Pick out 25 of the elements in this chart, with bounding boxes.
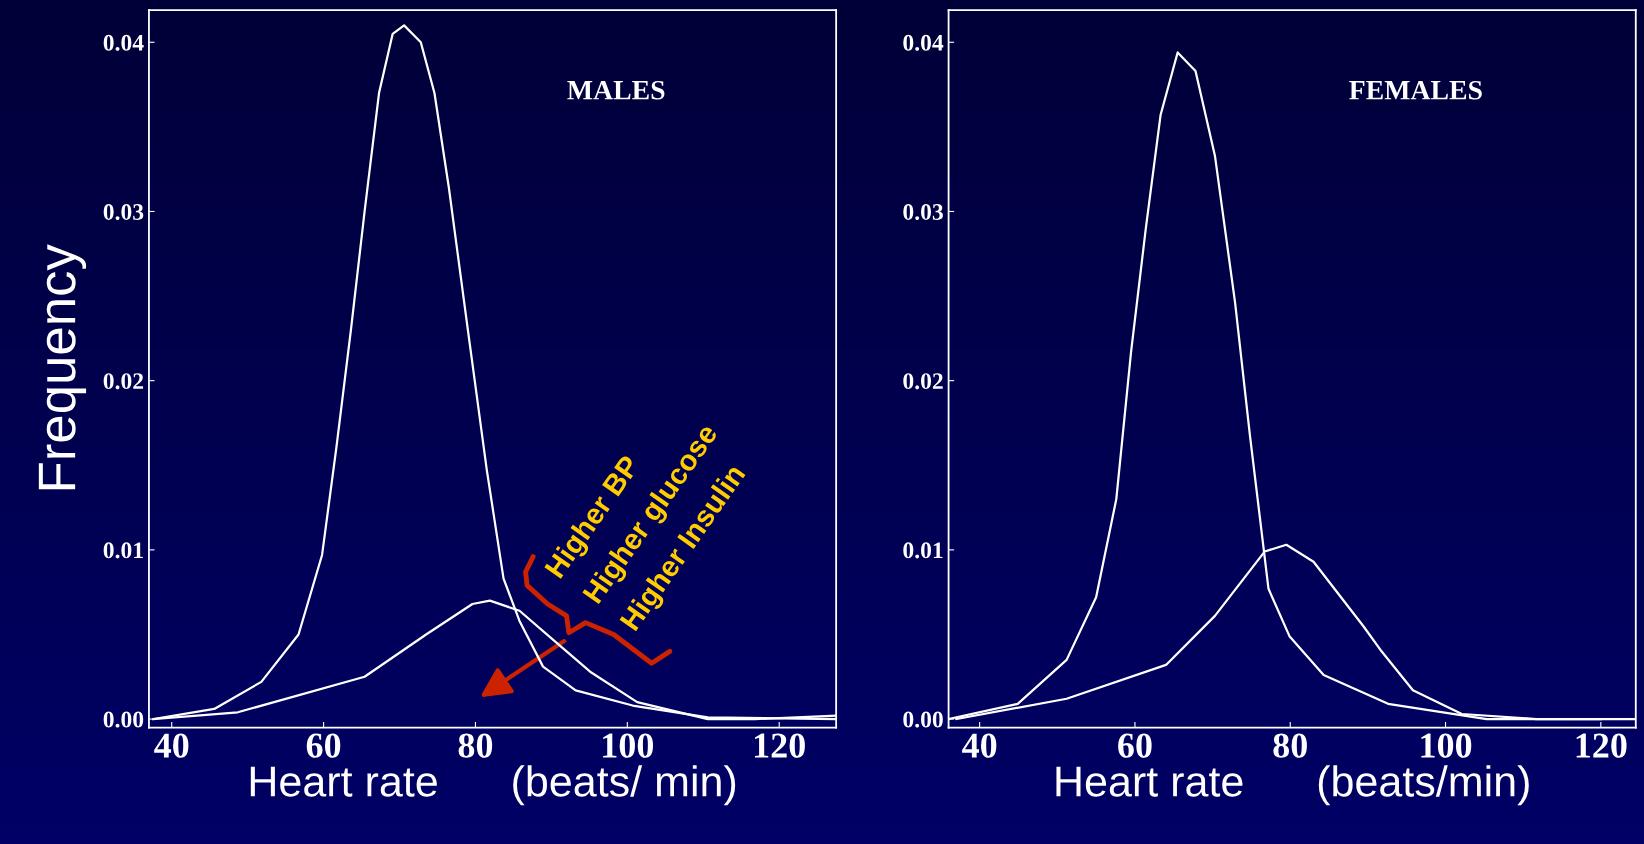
y-tick-label: 0.04: [103, 34, 144, 51]
y-tick-label: 0.01: [903, 542, 943, 559]
y-tick-label: 0.00: [103, 711, 144, 728]
text: MALES: [567, 80, 665, 100]
x-axis-title: Heart rate (beats/min): [1056, 765, 1529, 806]
y-tick-label: 0.01: [103, 542, 143, 559]
x-tick-label: 60: [1118, 733, 1152, 758]
text: FEMALES: [1349, 80, 1482, 100]
x-axis-title: Heart rate (beats/ min): [250, 765, 736, 806]
y-tick-label: 0.00: [903, 711, 943, 728]
x-tick-label: 40: [962, 733, 997, 758]
y-tick-label: 0.03: [903, 203, 943, 220]
y-tick-label: 0.02: [103, 373, 144, 390]
x-tick-label: 80: [1273, 733, 1307, 758]
x-tick-label: 40: [154, 733, 189, 758]
y-tick-label: 0.02: [903, 373, 943, 390]
x-tick-label: 100: [1421, 733, 1472, 758]
y-tick-label: 0.04: [903, 34, 944, 51]
x-tick-label: 80: [458, 733, 493, 758]
x-tick-label: 120: [1576, 733, 1627, 758]
x-tick-label: 60: [306, 733, 341, 758]
x-tick-label: 120: [755, 733, 805, 758]
y-axis-title: Frequency: [38, 244, 87, 490]
x-tick-label: 100: [603, 733, 654, 758]
y-tick-label: 0.03: [103, 203, 144, 220]
